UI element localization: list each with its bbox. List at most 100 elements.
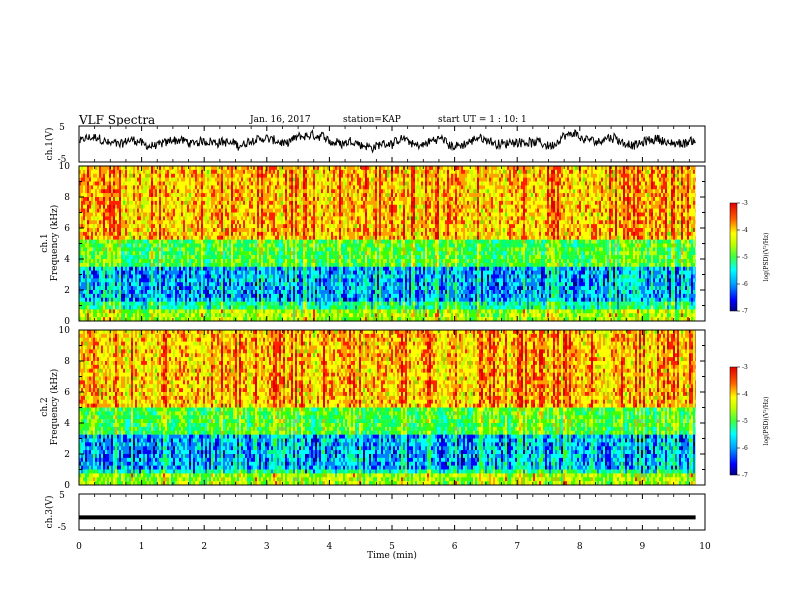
spectrogram-cell xyxy=(315,193,317,197)
spectrogram-cell xyxy=(285,267,287,271)
spectrogram-cell xyxy=(109,247,111,251)
spectrogram-cell xyxy=(221,309,223,313)
spectrogram-cell xyxy=(279,302,281,306)
spectrogram-cell xyxy=(131,170,133,174)
spectrogram-cell xyxy=(309,271,311,275)
spectrogram-cell xyxy=(189,170,191,174)
spectrogram-cell xyxy=(175,228,177,232)
spectrogram-cell xyxy=(295,275,297,279)
spectrogram-cell xyxy=(89,178,91,182)
spectrogram-cell xyxy=(239,193,241,197)
spectrogram-cell xyxy=(169,244,171,248)
spectrogram-cell xyxy=(265,197,267,201)
spectrogram-cell xyxy=(243,174,245,178)
spectrogram-cell xyxy=(209,185,211,189)
spectrogram-cell xyxy=(127,224,129,228)
spectrogram-cell xyxy=(285,282,287,286)
spectrogram-cell xyxy=(259,209,261,213)
spectrogram-cell xyxy=(149,166,151,170)
spectrogram-cell xyxy=(163,209,165,213)
spectrogram-cell xyxy=(189,294,191,298)
spectrogram-cell xyxy=(191,267,193,271)
spectrogram-cell xyxy=(277,302,279,306)
spectrogram-cell xyxy=(225,309,227,313)
spectrogram-cell xyxy=(171,201,173,205)
spectrogram-cell xyxy=(235,189,237,193)
spectrogram-cell xyxy=(189,197,191,201)
spectrogram-cell xyxy=(185,166,187,170)
spectrogram-cell xyxy=(319,216,321,220)
spectrogram-cell xyxy=(203,185,205,189)
spectrogram-cell xyxy=(113,232,115,236)
spectrogram-cell xyxy=(263,263,265,267)
spectrogram-cell xyxy=(253,197,255,201)
spectrogram-cell xyxy=(237,193,239,197)
spectrogram-cell xyxy=(129,166,131,170)
spectrogram-cell xyxy=(265,275,267,279)
spectrogram-cell xyxy=(163,259,165,263)
spectrogram-cell xyxy=(235,302,237,306)
spectrogram-cell xyxy=(161,240,163,244)
spectrogram-cell xyxy=(115,209,117,213)
spectrogram-cell xyxy=(239,309,241,313)
spectrogram-cell xyxy=(237,209,239,213)
spectrogram-cell xyxy=(249,170,251,174)
spectrogram-cell xyxy=(161,251,163,255)
spectrogram-cell xyxy=(163,313,165,317)
spectrogram-cell xyxy=(101,220,103,224)
spectrogram-cell xyxy=(195,313,197,317)
spectrogram-cell xyxy=(325,189,327,193)
spectrogram-cell xyxy=(83,220,85,224)
spectrogram-cell xyxy=(225,232,227,236)
spectrogram-cell xyxy=(151,220,153,224)
spectrogram-cell xyxy=(81,275,83,279)
spectrogram-cell xyxy=(317,302,319,306)
spectrogram-cell xyxy=(305,255,307,259)
spectrogram-cell xyxy=(199,182,201,186)
spectrogram-cell xyxy=(233,185,235,189)
spectrogram-cell xyxy=(205,216,207,220)
spectrogram-cell xyxy=(281,209,283,213)
spectrogram-cell xyxy=(231,232,233,236)
spectrogram-cell xyxy=(103,178,105,182)
spectrogram-cell xyxy=(147,236,149,240)
spectrogram-cell xyxy=(175,259,177,263)
spectrogram-cell xyxy=(253,282,255,286)
spectrogram-cell xyxy=(125,232,127,236)
spectrogram-cell xyxy=(239,271,241,275)
spectrogram-cell xyxy=(315,182,317,186)
spectrogram-cell xyxy=(183,201,185,205)
spectrogram-cell xyxy=(187,267,189,271)
spectrogram-cell xyxy=(121,201,123,205)
spectrogram-cell xyxy=(189,271,191,275)
spectrogram-cell xyxy=(81,166,83,170)
spectrogram-cell xyxy=(87,216,89,220)
spectrogram-cell xyxy=(87,209,89,213)
spectrogram-cell xyxy=(157,294,159,298)
spectrogram-cell xyxy=(255,251,257,255)
spectrogram-cell xyxy=(263,255,265,259)
spectrogram-cell xyxy=(247,286,249,290)
spectrogram-cell xyxy=(193,282,195,286)
spectrogram-cell xyxy=(203,244,205,248)
spectrogram-cell xyxy=(199,313,201,317)
spectrogram-cell xyxy=(249,259,251,263)
spectrogram-cell xyxy=(251,216,253,220)
spectrogram-cell xyxy=(101,306,103,310)
spectrogram-cell xyxy=(181,247,183,251)
spectrogram-cell xyxy=(247,267,249,271)
spectrogram-cell xyxy=(277,220,279,224)
spectrogram-cell xyxy=(175,213,177,217)
spectrogram-cell xyxy=(285,259,287,263)
spectrogram-cell xyxy=(241,290,243,294)
spectrogram-cell xyxy=(213,271,215,275)
spectrogram-cell xyxy=(249,275,251,279)
spectrogram-cell xyxy=(237,278,239,282)
spectrogram-cell xyxy=(241,286,243,290)
spectrogram-cell xyxy=(219,271,221,275)
spectrogram-cell xyxy=(197,240,199,244)
spectrogram-cell xyxy=(281,170,283,174)
spectrogram-cell xyxy=(169,232,171,236)
spectrogram-cell xyxy=(285,309,287,313)
spectrogram-cell xyxy=(241,247,243,251)
